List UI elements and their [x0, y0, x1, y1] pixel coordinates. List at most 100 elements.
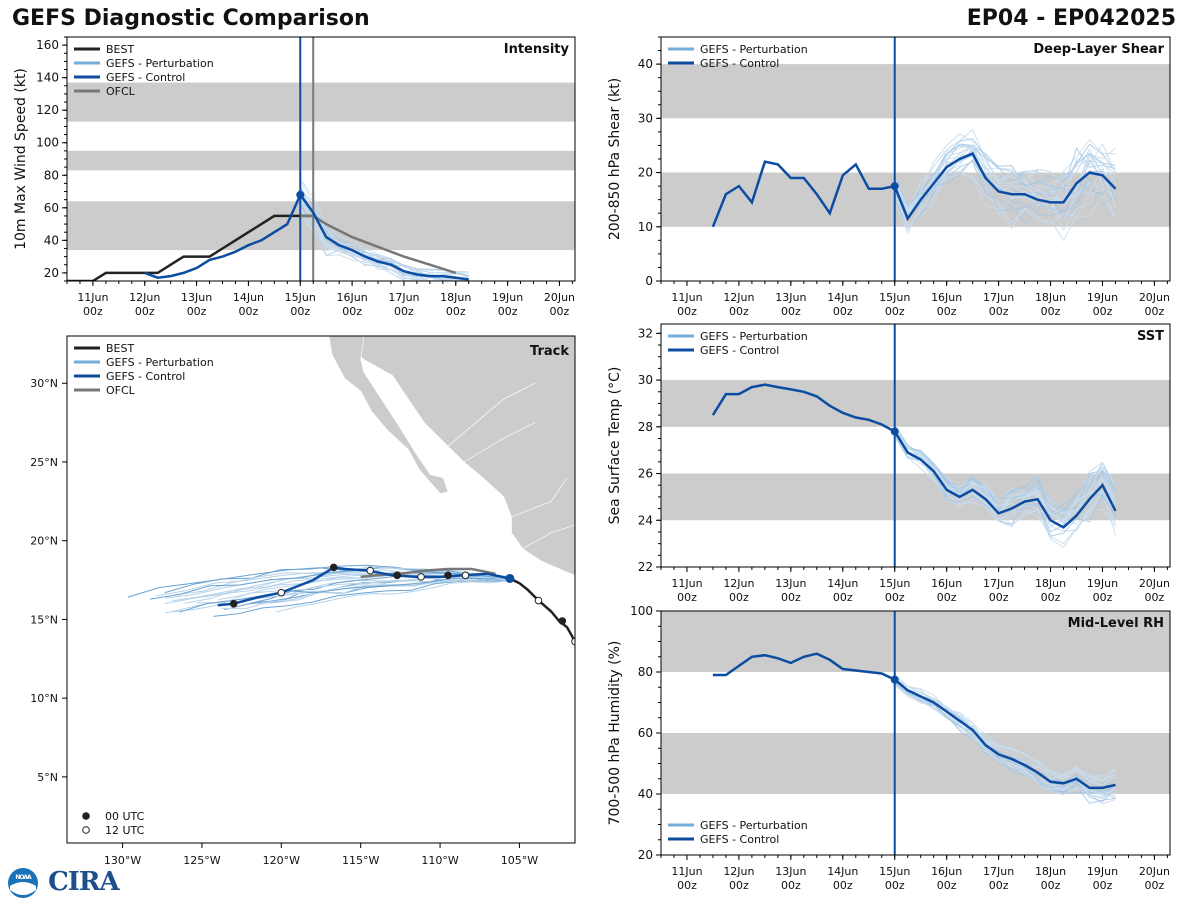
panel-title: SST	[1137, 329, 1164, 344]
legend-label: GEFS - Perturbation	[700, 43, 808, 56]
state-border	[447, 382, 536, 447]
y-tick-label: 24	[638, 513, 653, 527]
sst-frame	[660, 323, 1171, 568]
ofcl-track	[360, 567, 496, 579]
perturbation-series	[894, 681, 1116, 803]
y-tick-label: 30	[638, 373, 653, 387]
storm-id-title: EP04 - EP042025	[966, 6, 1176, 31]
perturbation-series	[894, 145, 1116, 222]
y-tick-label: 80	[638, 665, 653, 679]
x-tick-label: 00z	[729, 879, 749, 892]
noaa-logo-text: NOAA	[15, 874, 32, 881]
panel-title: Deep-Layer Shear	[1033, 42, 1164, 57]
perturbation-series	[299, 196, 469, 281]
legend-label: GEFS - Perturbation	[700, 330, 808, 343]
legend-label: GEFS - Control	[106, 71, 185, 84]
cira-logo: NOAA CIRA	[6, 866, 120, 900]
x-tick-label: 13Jun	[181, 291, 212, 304]
x-tick-label: 19Jun	[492, 291, 523, 304]
x-tick-label: 00z	[677, 305, 697, 318]
x-tick-label: 20Jun	[1139, 291, 1170, 304]
y-tick-label: 60	[638, 726, 653, 740]
x-tick-label: 00z	[833, 879, 853, 892]
x-tick-label: 14Jun	[827, 577, 858, 590]
state-border	[463, 422, 536, 463]
x-tick-label: 18Jun	[1035, 577, 1066, 590]
x-tick-label: 19Jun	[1087, 865, 1118, 878]
x-tick-label: 16Jun	[931, 291, 962, 304]
perturbation-series	[299, 193, 469, 281]
y-tick-label: 22	[638, 560, 653, 574]
x-tick-label: 15Jun	[879, 865, 910, 878]
x-tick-label: 20Jun	[1139, 865, 1170, 878]
x-tick-label: 17Jun	[983, 291, 1014, 304]
legend-label: GEFS - Control	[700, 344, 779, 357]
track-time-marker	[229, 599, 238, 608]
x-tick-label: 00z	[135, 305, 155, 318]
x-tick-label: 00z	[677, 591, 697, 604]
control-series	[711, 383, 1117, 529]
x-tick-label: 00z	[833, 305, 853, 318]
perturbation-series	[894, 680, 1116, 796]
perturbation-track	[221, 577, 510, 610]
perturbation-series	[894, 427, 1116, 510]
legend-label: GEFS - Control	[106, 370, 185, 383]
legend-label: GEFS - Control	[700, 57, 779, 70]
x-tick-label: 00z	[885, 879, 905, 892]
marker-legend-label: 00 UTC	[105, 810, 145, 823]
x-tick-label: 00z	[342, 305, 362, 318]
perturbation-series	[894, 425, 1116, 517]
x-tick-label: 00z	[937, 305, 957, 318]
x-tick-label: 16Jun	[337, 291, 368, 304]
sst-panel: 22242628303211Jun00z12Jun00z13Jun00z14Ju…	[607, 323, 1171, 604]
legend-label: OFCL	[106, 85, 136, 98]
x-tick-label: 00z	[83, 305, 103, 318]
x-tick-label: 13Jun	[775, 577, 806, 590]
x-tick-label: 17Jun	[983, 865, 1014, 878]
perturbation-series	[894, 678, 1116, 780]
legend-label: BEST	[106, 43, 134, 56]
x-tick-label: 19Jun	[1087, 291, 1118, 304]
x-tick-label: 00z	[729, 591, 749, 604]
y-tick-label: 160	[36, 38, 59, 52]
x-tick-label: 00z	[290, 305, 310, 318]
x-tick-label: 00z	[885, 591, 905, 604]
y-axis-label: Sea Surface Temp (°C)	[607, 367, 623, 525]
x-tick-label: 11Jun	[671, 291, 702, 304]
x-tick-label: 13Jun	[775, 865, 806, 878]
x-tick-label: 115°W	[342, 854, 379, 867]
shear-panel: 01020304011Jun00z12Jun00z13Jun00z14Jun00…	[607, 36, 1171, 318]
perturbation-series	[894, 681, 1116, 804]
rh-plot-area	[661, 611, 1170, 855]
x-tick-label: 00z	[498, 305, 518, 318]
x-tick-label: 14Jun	[827, 865, 858, 878]
x-tick-label: 20Jun	[544, 291, 575, 304]
x-tick-label: 105°W	[501, 854, 538, 867]
track-time-marker	[461, 571, 470, 580]
x-tick-label: 00z	[885, 305, 905, 318]
x-tick-label: 00z	[937, 591, 957, 604]
marker-legend-symbol	[82, 812, 90, 820]
y-tick-label: 26	[638, 467, 653, 481]
x-tick-label: 15Jun	[285, 291, 316, 304]
y-axis-label: 200-850 hPa Shear (kt)	[607, 78, 623, 240]
y-tick-label: 40	[638, 57, 653, 71]
x-tick-label: 00z	[937, 879, 957, 892]
x-tick-label: 00z	[1093, 305, 1113, 318]
x-tick-label: 12Jun	[129, 291, 160, 304]
noaa-logo-icon: NOAA	[8, 868, 38, 898]
cira-logo-text: CIRA	[48, 867, 120, 897]
x-tick-label: 00z	[677, 879, 697, 892]
page-title: GEFS Diagnostic Comparison	[12, 6, 370, 31]
best-time-marker	[558, 617, 567, 625]
shear-plot-area	[661, 37, 1170, 281]
control-series	[711, 152, 1117, 228]
threshold-band	[67, 82, 575, 122]
y-tick-label: 0	[645, 274, 653, 288]
y-tick-label: 20	[638, 848, 653, 862]
x-tick-label: 110°W	[421, 854, 458, 867]
perturbation-series	[894, 431, 1116, 528]
marker-legend-symbol	[82, 826, 90, 834]
perturbation-track	[164, 573, 510, 605]
